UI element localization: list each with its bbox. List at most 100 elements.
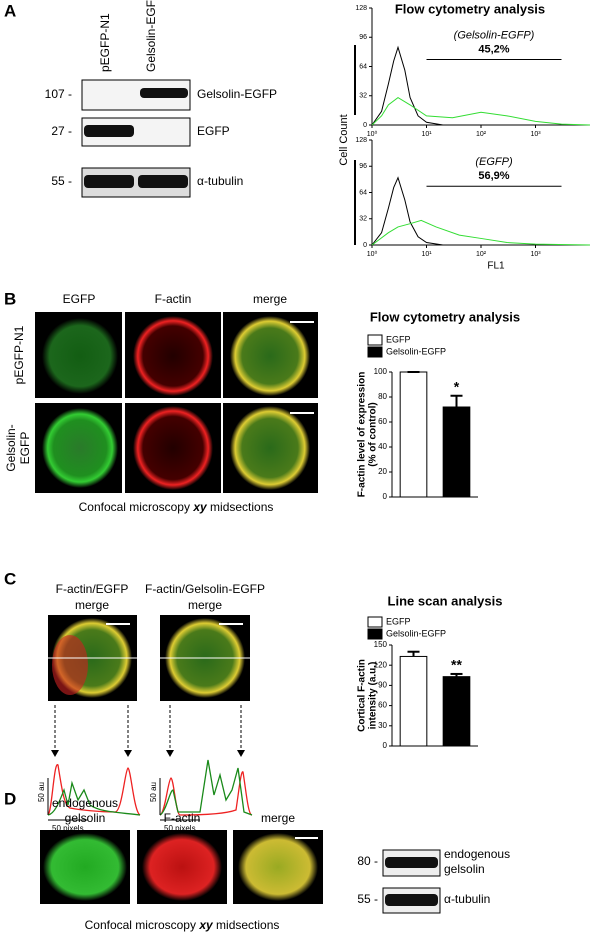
y-tick-label: 64 xyxy=(359,189,367,196)
y-tick-label: 0 xyxy=(383,741,388,750)
legend-label: Gelsolin-EGFP xyxy=(386,628,446,638)
y-tick-label: 80 xyxy=(378,392,387,401)
scale-label: 50 pixels xyxy=(52,824,84,833)
image-title: F-actin/Gelsolin-EGFP xyxy=(145,582,265,596)
y-tick-label: 0 xyxy=(383,492,388,501)
band-label: α-tubulin xyxy=(444,892,490,906)
panel-label: D xyxy=(4,789,16,808)
blot xyxy=(81,79,191,198)
band-label: endogenous xyxy=(444,847,510,861)
y-tick-label: 30 xyxy=(378,721,387,730)
gate-label: 45,2% xyxy=(478,43,509,55)
scale-label: 50 pixels xyxy=(164,824,196,833)
y-tick-label: 90 xyxy=(378,681,387,690)
annotation: (Gelsolin-EGFP) xyxy=(454,29,535,41)
bar xyxy=(399,371,428,498)
legend-swatch xyxy=(367,628,383,640)
caption-part: Confocal microscopy xyxy=(85,918,196,932)
histogram-line xyxy=(371,176,443,246)
caption: Confocal microscopy xy midsections xyxy=(79,500,274,514)
y-axis-label: F-actin level of expression xyxy=(357,372,368,498)
y-tick-label: 128 xyxy=(355,137,367,144)
lane-label: pEGFP-N1 xyxy=(98,13,112,72)
y-tick-label: 120 xyxy=(374,660,388,669)
column-label: EGFP xyxy=(63,292,96,306)
y-tick-label: 20 xyxy=(378,467,387,476)
y-tick-label: 64 xyxy=(359,63,367,70)
band-label: EGFP xyxy=(197,124,230,138)
y-tick-label: 96 xyxy=(359,34,367,41)
panel-label: B xyxy=(4,289,16,308)
x-tick-label: 10¹ xyxy=(421,131,432,138)
bar xyxy=(442,676,471,747)
y-tick-label: 0 xyxy=(363,122,367,129)
legend-swatch xyxy=(367,616,383,628)
row-label: EGFP xyxy=(18,432,32,465)
x-axis-label: FL1 xyxy=(487,261,505,272)
band-label: α-tubulin xyxy=(197,174,243,188)
panel-label: A xyxy=(4,1,16,20)
y-axis-label: Cell Count xyxy=(338,114,350,165)
annotation: (EGFP) xyxy=(475,156,513,168)
caption-part: midsections xyxy=(210,500,273,514)
blot xyxy=(382,849,441,914)
image-title: merge xyxy=(188,598,222,612)
column-label: endogenous xyxy=(52,796,118,810)
micrographs xyxy=(40,830,323,904)
y-tick-label: 100 xyxy=(374,367,388,376)
chart-title: Flow cytometry analysis xyxy=(395,1,545,16)
y-tick-label: 128 xyxy=(355,5,367,12)
micrographs xyxy=(35,312,318,493)
image-title: merge xyxy=(75,598,109,612)
y-tick-label: 96 xyxy=(359,163,367,170)
panel-label: C xyxy=(4,569,16,588)
legend-label: EGFP xyxy=(386,334,411,344)
marker: 107 - xyxy=(45,87,72,101)
column-label: gelsolin xyxy=(65,811,106,825)
x-tick-label: 10¹ xyxy=(421,251,432,258)
row-label: pEGFP-N1 xyxy=(12,325,26,384)
histogram-line xyxy=(371,45,443,126)
x-tick-label: 10² xyxy=(476,251,487,258)
y-tick-label: 32 xyxy=(359,216,367,223)
band-label: gelsolin xyxy=(444,862,485,876)
significance: * xyxy=(454,378,460,394)
marker: 80 - xyxy=(357,854,378,868)
column-label: merge xyxy=(261,811,295,825)
image-title: F-actin/EGFP xyxy=(56,582,129,596)
x-tick-label: 10³ xyxy=(530,131,541,138)
row-label: Gelsolin- xyxy=(4,424,18,471)
marker: 55 - xyxy=(357,892,378,906)
histogram-line xyxy=(371,96,591,126)
significance: ** xyxy=(451,657,462,673)
bar xyxy=(399,655,428,747)
scale-label: 50 au xyxy=(37,782,46,802)
histogram-line xyxy=(371,219,591,246)
legend-label: Gelsolin-EGFP xyxy=(386,346,446,356)
legend-label: EGFP xyxy=(386,616,411,626)
y-tick-label: 32 xyxy=(359,93,367,100)
caption-part: xy xyxy=(192,500,208,514)
legend-swatch xyxy=(367,334,383,346)
legend-swatch xyxy=(367,346,383,358)
y-tick-label: 60 xyxy=(378,417,387,426)
column-label: merge xyxy=(253,292,287,306)
y-axis-label: Cortical F-actin xyxy=(357,659,368,732)
caption-part: midsections xyxy=(216,918,279,932)
x-tick-label: 10³ xyxy=(530,251,541,258)
bar xyxy=(442,406,471,498)
y-tick-label: 150 xyxy=(374,640,388,649)
y-tick-label: 0 xyxy=(363,242,367,249)
column-label: F-actin xyxy=(155,292,192,306)
band-label: Gelsolin-EGFP xyxy=(197,87,277,101)
lane-label: Gelsolin-EGFP xyxy=(144,0,158,72)
y-axis-label: intensity (a.u.) xyxy=(368,662,379,730)
scale-label: 50 au xyxy=(149,782,158,802)
y-tick-label: 60 xyxy=(378,701,387,710)
marker: 55 - xyxy=(51,174,72,188)
gate-label: 56,9% xyxy=(478,170,509,182)
micrographs xyxy=(47,615,253,821)
caption: Confocal microscopy xy midsections xyxy=(85,918,280,932)
chart-title: Flow cytometry analysis xyxy=(370,309,520,324)
